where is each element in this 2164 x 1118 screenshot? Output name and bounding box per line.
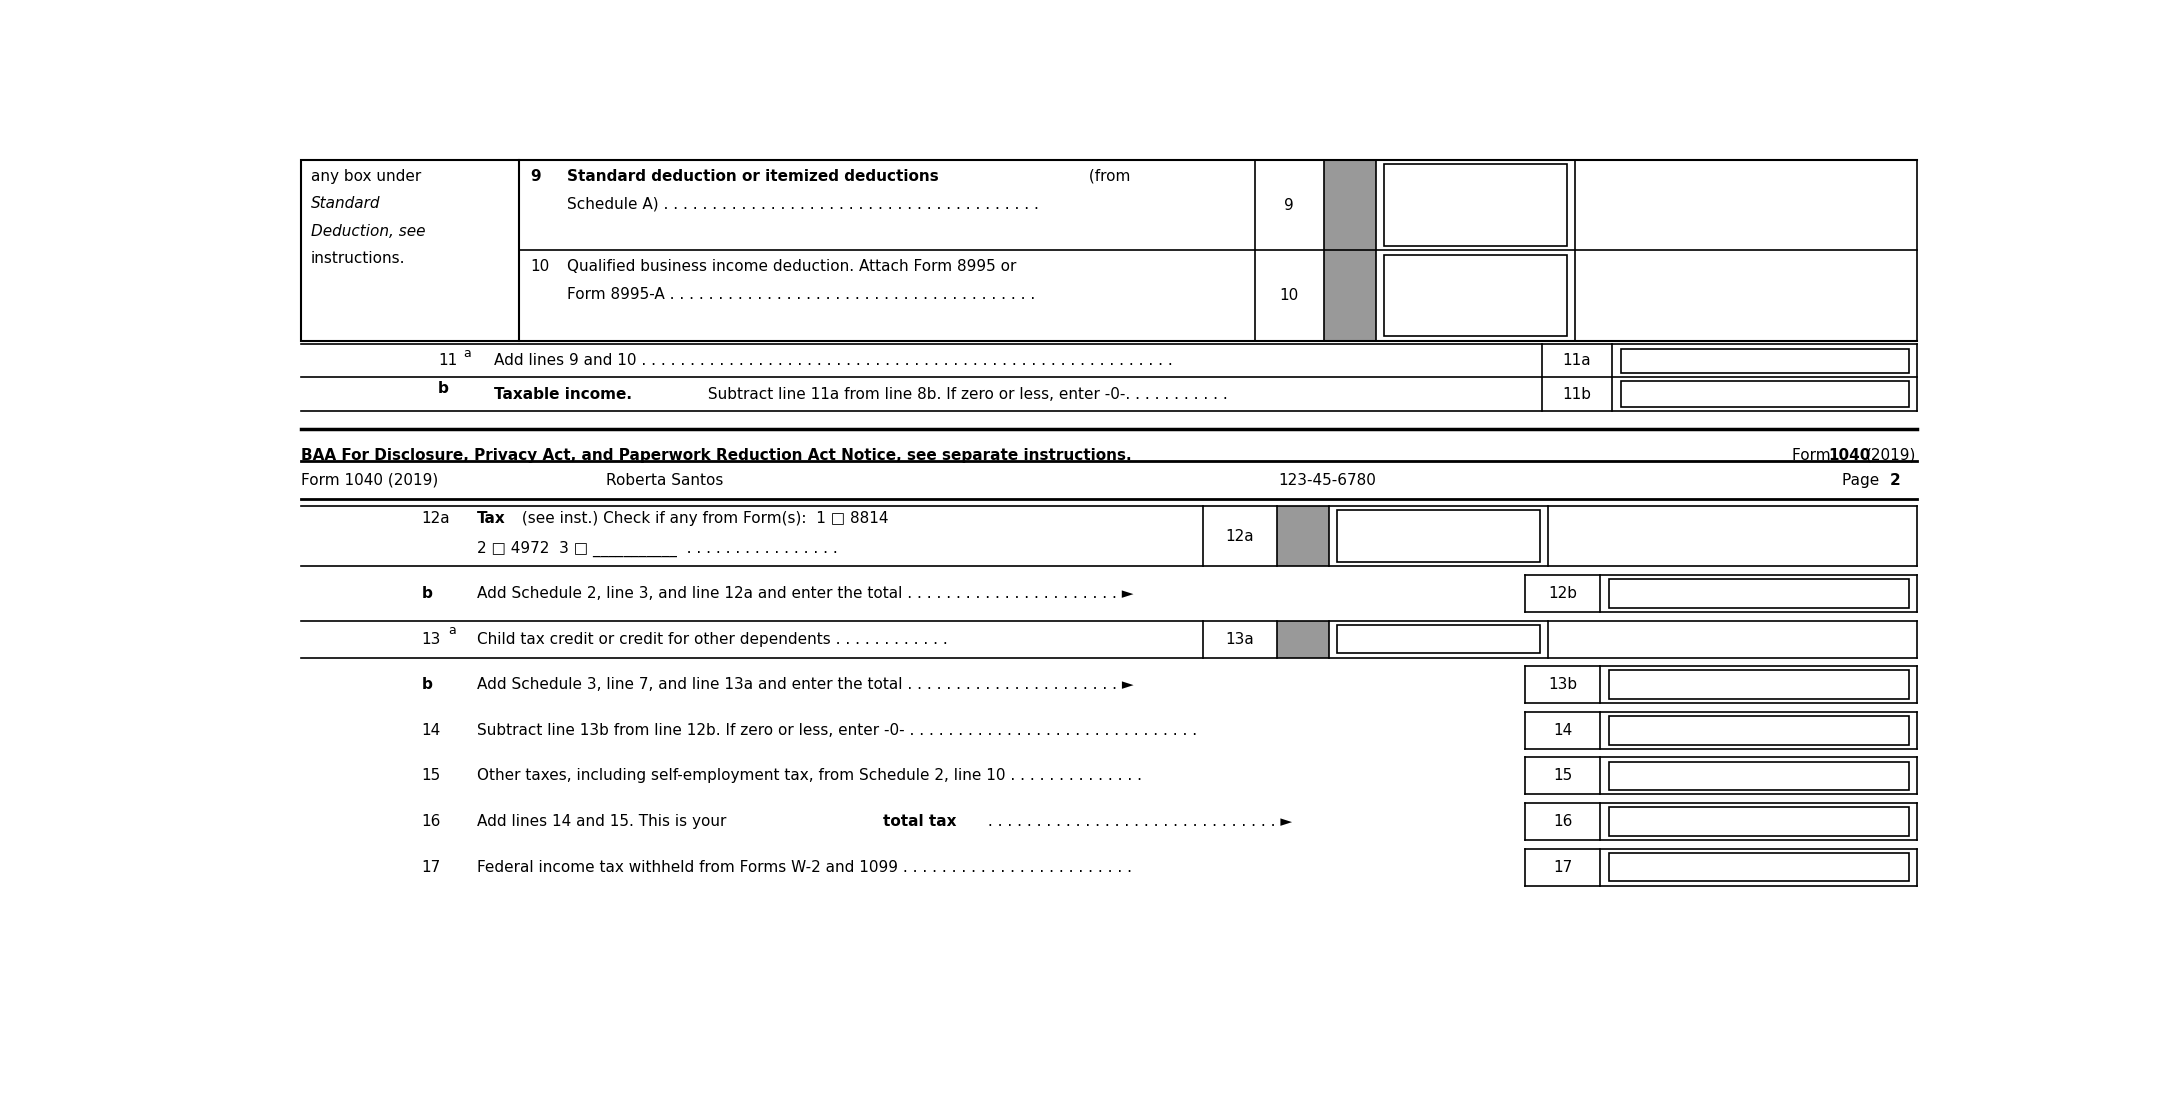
Bar: [1621, 349, 1909, 372]
Text: Form: Form: [1792, 447, 1835, 463]
Text: 10: 10: [1279, 288, 1298, 303]
Text: Taxable income.: Taxable income.: [493, 387, 632, 401]
Text: b: b: [422, 678, 433, 692]
Text: 9: 9: [1285, 198, 1294, 212]
Text: Add lines 14 and 15. This is your: Add lines 14 and 15. This is your: [476, 814, 731, 830]
Text: 11: 11: [437, 353, 457, 368]
Bar: [1385, 164, 1567, 246]
Text: Standard: Standard: [312, 196, 381, 211]
Text: Add Schedule 3, line 7, and line 13a and enter the total . . . . . . . . . . . .: Add Schedule 3, line 7, and line 13a and…: [476, 678, 1134, 692]
Text: 12a: 12a: [1225, 529, 1255, 543]
Bar: [1608, 671, 1909, 699]
Text: . . . . . . . . . . . . . . . . . . . . . . . . . . . . . . ►: . . . . . . . . . . . . . . . . . . . . …: [982, 814, 1292, 830]
Bar: [1608, 807, 1909, 836]
Text: (2019): (2019): [1865, 447, 1915, 463]
Text: 16: 16: [422, 814, 441, 830]
Text: 16: 16: [1554, 814, 1573, 830]
Bar: [1337, 625, 1541, 653]
Text: 17: 17: [1554, 860, 1573, 874]
Text: 11a: 11a: [1562, 353, 1591, 368]
Text: Subtract line 13b from line 12b. If zero or less, enter -0- . . . . . . . . . . : Subtract line 13b from line 12b. If zero…: [476, 723, 1197, 738]
Text: Schedule A) . . . . . . . . . . . . . . . . . . . . . . . . . . . . . . . . . . : Schedule A) . . . . . . . . . . . . . . …: [567, 196, 1039, 211]
Text: Federal income tax withheld from Forms W-2 and 1099 . . . . . . . . . . . . . . : Federal income tax withheld from Forms W…: [476, 860, 1132, 874]
Text: Child tax credit or credit for other dependents . . . . . . . . . . . .: Child tax credit or credit for other dep…: [476, 632, 948, 646]
Bar: [1621, 381, 1909, 407]
Bar: [1608, 579, 1909, 608]
Text: a: a: [448, 624, 457, 637]
Bar: [301, 160, 519, 341]
Text: total tax: total tax: [883, 814, 956, 830]
Text: Subtract line 11a from line 8b. If zero or less, enter -0-. . . . . . . . . . .: Subtract line 11a from line 8b. If zero …: [703, 387, 1227, 401]
Text: 13: 13: [422, 632, 441, 646]
Text: 14: 14: [1554, 723, 1573, 738]
Text: 9: 9: [530, 169, 541, 183]
Text: Add Schedule 2, line 3, and line 12a and enter the total . . . . . . . . . . . .: Add Schedule 2, line 3, and line 12a and…: [476, 586, 1134, 601]
Text: 2: 2: [1889, 473, 1900, 487]
Text: Form 1040 (2019): Form 1040 (2019): [301, 473, 437, 487]
Bar: [1277, 620, 1329, 657]
Bar: [1324, 160, 1376, 341]
Text: 123-45-6780: 123-45-6780: [1279, 473, 1376, 487]
Text: 12a: 12a: [422, 511, 450, 527]
Text: Roberta Santos: Roberta Santos: [606, 473, 723, 487]
Text: 14: 14: [422, 723, 441, 738]
Text: (from: (from: [1084, 169, 1130, 183]
Text: Add lines 9 and 10 . . . . . . . . . . . . . . . . . . . . . . . . . . . . . . .: Add lines 9 and 10 . . . . . . . . . . .…: [493, 353, 1173, 368]
Bar: [1385, 255, 1567, 337]
Text: Deduction, see: Deduction, see: [312, 224, 426, 238]
Text: Other taxes, including self-employment tax, from Schedule 2, line 10 . . . . . .: Other taxes, including self-employment t…: [476, 768, 1143, 784]
Text: instructions.: instructions.: [312, 252, 405, 266]
Text: 11b: 11b: [1562, 387, 1591, 401]
Text: any box under: any box under: [312, 169, 422, 183]
Text: b: b: [437, 381, 450, 397]
Text: Standard deduction or itemized deductions: Standard deduction or itemized deduction…: [567, 169, 939, 183]
Text: 2 □ 4972  3 □ ___________  . . . . . . . . . . . . . . . .: 2 □ 4972 3 □ ___________ . . . . . . . .…: [476, 540, 837, 557]
Text: b: b: [422, 586, 433, 601]
Bar: [1608, 717, 1909, 745]
Bar: [1608, 761, 1909, 790]
Text: 10: 10: [530, 259, 550, 274]
Text: 15: 15: [1554, 768, 1573, 784]
Text: 17: 17: [422, 860, 441, 874]
Text: Form 8995-A . . . . . . . . . . . . . . . . . . . . . . . . . . . . . . . . . . : Form 8995-A . . . . . . . . . . . . . . …: [567, 286, 1037, 302]
Text: Page: Page: [1842, 473, 1885, 487]
Text: 12b: 12b: [1547, 586, 1578, 601]
Text: a: a: [463, 348, 472, 360]
Bar: [1337, 510, 1541, 562]
Text: 1040: 1040: [1829, 447, 1872, 463]
Text: 15: 15: [422, 768, 441, 784]
Text: (see inst.) Check if any from Form(s):  1 □ 8814: (see inst.) Check if any from Form(s): 1…: [517, 511, 889, 527]
Text: BAA For Disclosure, Privacy Act, and Paperwork Reduction Act Notice, see separat: BAA For Disclosure, Privacy Act, and Pap…: [301, 447, 1132, 463]
Text: Tax: Tax: [476, 511, 506, 527]
Bar: [1608, 853, 1909, 881]
Bar: [1277, 506, 1329, 567]
Text: 13a: 13a: [1225, 632, 1255, 646]
Text: 13b: 13b: [1547, 678, 1578, 692]
Text: Qualified business income deduction. Attach Form 8995 or: Qualified business income deduction. Att…: [567, 259, 1017, 274]
